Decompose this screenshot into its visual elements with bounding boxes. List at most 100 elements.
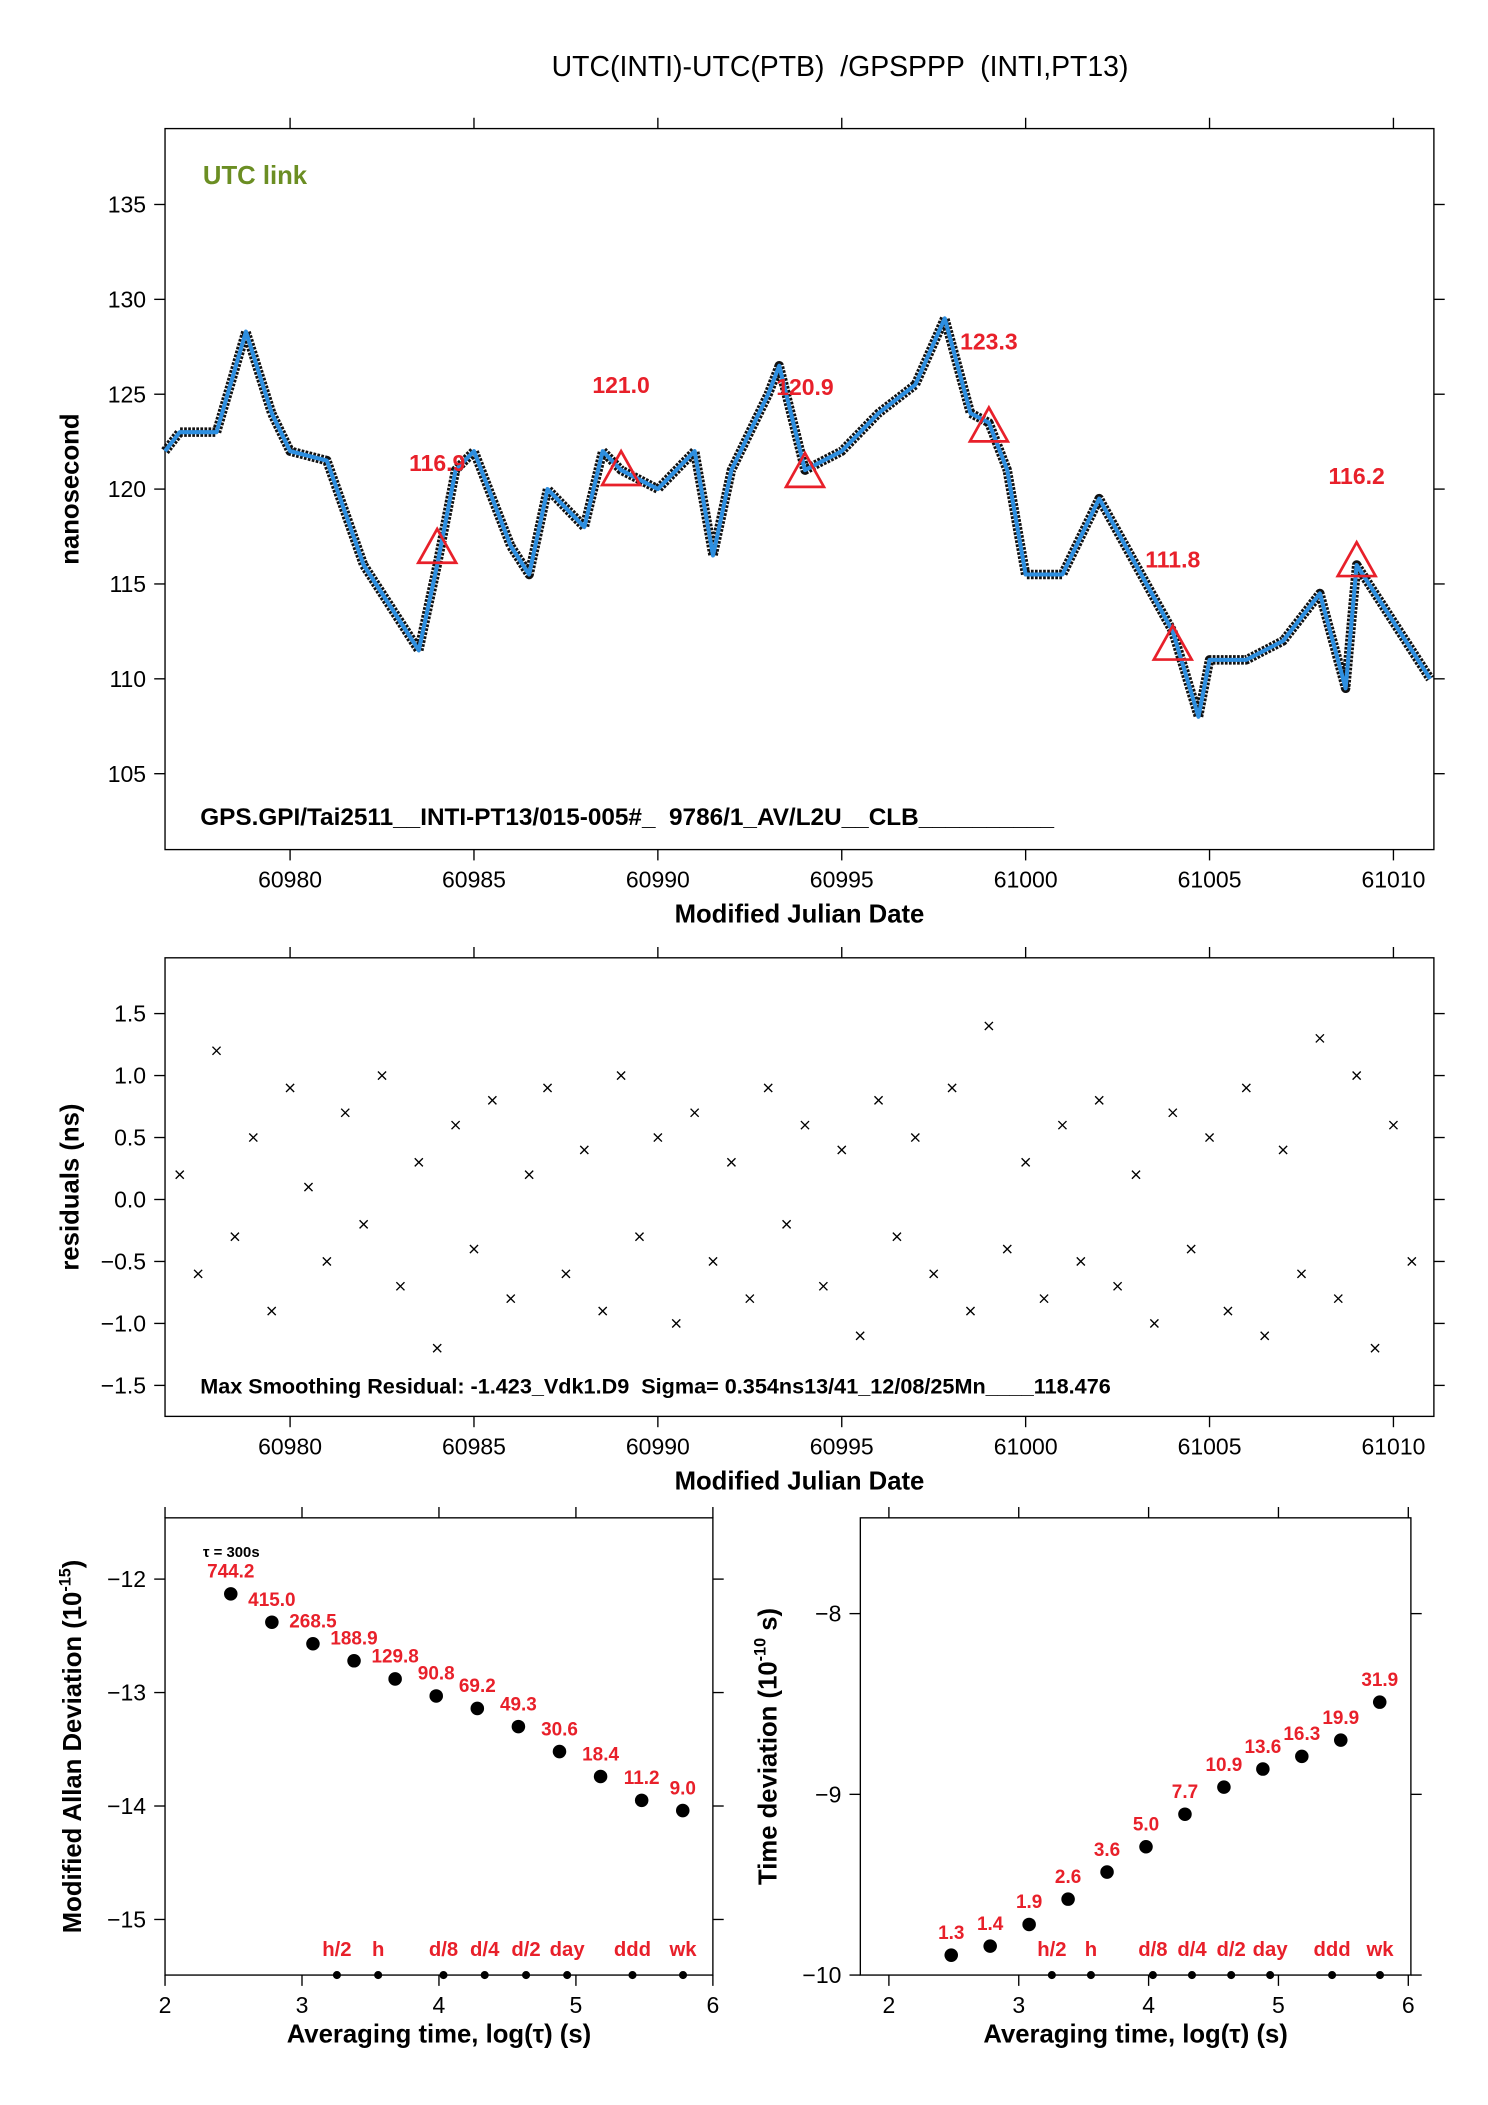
x-tick-label: 61000 (994, 866, 1058, 892)
residual-point (634, 1232, 645, 1242)
y-tick-label: 0.0 (114, 1187, 146, 1213)
x-tick-label: 60985 (442, 1433, 506, 1459)
interval-marker (678, 1971, 688, 1980)
residual-point (1057, 1120, 1067, 1130)
y-tick-label: −12 (107, 1566, 146, 1592)
point-label: 1.9 (1016, 1892, 1042, 1913)
residual-point (1315, 1033, 1325, 1043)
residual-point (690, 1108, 700, 1118)
x-tick-label: 4 (433, 1992, 446, 2018)
point (1295, 1749, 1309, 1764)
y-tick-label: 125 (108, 381, 146, 407)
point-label: 129.8 (371, 1647, 418, 1668)
residual-point (1278, 1145, 1288, 1155)
triangle-marker (415, 526, 459, 565)
residual-point (303, 1182, 314, 1192)
x-tick-label: 60990 (626, 1433, 690, 1459)
interval-label: day (1253, 1939, 1289, 1961)
residual-point (414, 1157, 424, 1167)
point-label: 120.9 (776, 374, 834, 400)
x-tick-label: 61010 (1361, 866, 1425, 892)
y-axis-label-exponent: -15 (56, 1568, 74, 1591)
x-tick-label: 6 (706, 1992, 719, 2018)
triangle-marker (599, 448, 643, 487)
point-label: 116.2 (1329, 463, 1385, 489)
x-axis-label: Modified Julian Date (675, 1467, 925, 1495)
interval-label: d/2 (511, 1939, 540, 1961)
interval-marker (1227, 1971, 1236, 1980)
point-label: 9.0 (670, 1778, 696, 1799)
x-tick-label: 61005 (1178, 866, 1242, 892)
y-tick-label: 130 (108, 286, 146, 312)
residual-point (211, 1046, 222, 1056)
residual-point (359, 1219, 369, 1229)
point-label: 30.6 (541, 1719, 578, 1740)
x-axis-label: Modified Julian Date (675, 901, 925, 929)
residual-point (248, 1132, 258, 1143)
residual-point (910, 1132, 920, 1143)
residual-point (561, 1269, 571, 1279)
interval-marker (628, 1971, 637, 1980)
point-label: 90.8 (418, 1664, 455, 1685)
interval-label: d/8 (1138, 1939, 1167, 1961)
residual-point (1131, 1170, 1141, 1180)
point-label: 7.7 (1172, 1782, 1198, 1803)
interval-label: d/4 (1177, 1939, 1207, 1961)
point-label: 18.4 (582, 1744, 619, 1765)
point-label: 3.6 (1094, 1840, 1120, 1861)
residual-point (542, 1083, 553, 1093)
interval-label: h/2 (322, 1939, 351, 1961)
point-label: 11.2 (624, 1768, 660, 1789)
x-tick-label: 61005 (1178, 1433, 1242, 1459)
point-label: 744.2 (207, 1562, 254, 1583)
residual-point (579, 1145, 589, 1155)
chart-title: UTC(INTI)-UTC(PTB) /GPSPPP (INTI,PT13) (552, 51, 1129, 83)
residual-point (892, 1232, 902, 1242)
triangle-marker (1151, 622, 1195, 661)
residual-point (395, 1281, 405, 1291)
y-tick-label: 135 (108, 192, 146, 218)
annotation: GPS.GPI/Tai2511__INTI-PT13/015-005#_ 978… (200, 804, 1054, 831)
interval-marker (563, 1971, 572, 1980)
y-tick-label: −14 (107, 1793, 146, 1819)
point (1178, 1807, 1192, 1821)
x-tick-label: 3 (1012, 1992, 1025, 2018)
y-axis-label: nanosecond (56, 413, 84, 564)
point (1139, 1839, 1153, 1854)
triangle-marker (967, 404, 1011, 443)
x-tick-label: 60995 (810, 866, 874, 892)
interval-marker (1328, 1971, 1337, 1980)
residual-point (1149, 1318, 1159, 1328)
y-tick-label: −0.5 (101, 1249, 146, 1275)
x-tick-label: 6 (1402, 1992, 1415, 2018)
residual-point (175, 1170, 185, 1180)
interval-marker (1187, 1971, 1197, 1980)
point-label: 2.6 (1055, 1867, 1081, 1888)
point-label: 69.2 (459, 1676, 496, 1697)
point (634, 1793, 649, 1808)
interval-marker (1086, 1971, 1096, 1980)
y-tick-label: −15 (107, 1907, 146, 1933)
residual-point (1168, 1108, 1178, 1118)
residual-point (653, 1132, 663, 1143)
point-label: 31.9 (1361, 1670, 1398, 1691)
point (265, 1615, 279, 1629)
residual-point (855, 1331, 865, 1341)
residual-point (487, 1095, 497, 1105)
y-axis-label: Time deviation (10-10 s) (752, 1608, 783, 1885)
point-label: 123.3 (960, 328, 1018, 354)
point (593, 1769, 608, 1784)
point (511, 1719, 526, 1734)
x-tick-label: 5 (1272, 1992, 1285, 2018)
triangle-marker (1335, 539, 1378, 578)
residual-point (616, 1071, 626, 1081)
residual-point (432, 1343, 442, 1353)
point (1022, 1917, 1036, 1932)
residual-point (1241, 1083, 1251, 1093)
interval-marker (1375, 1971, 1385, 1980)
residual-point (1039, 1294, 1049, 1304)
interval-marker (1047, 1971, 1056, 1980)
point (224, 1587, 238, 1601)
residual-point (1223, 1306, 1233, 1316)
y-tick-label: 1.5 (114, 1001, 146, 1027)
